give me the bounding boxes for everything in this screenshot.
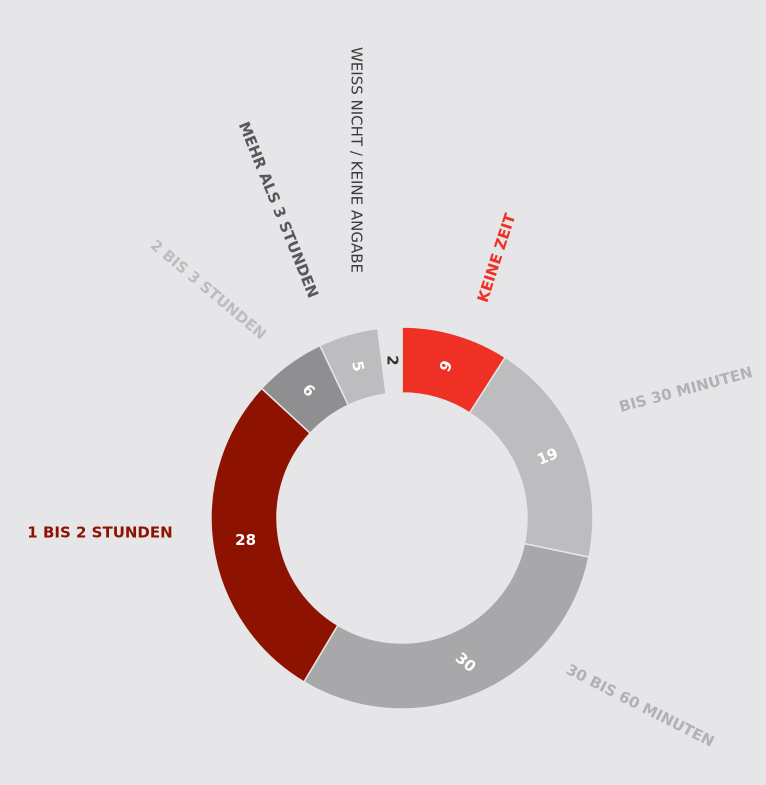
category-label: 30 BIS 60 MINUTEN (563, 660, 717, 750)
category-label: MEHR ALS 3 STUNDEN (235, 119, 322, 300)
value-label: 28 (235, 531, 256, 549)
category-label: 2 BIS 3 STUNDEN (147, 236, 270, 343)
donut-segment (302, 542, 590, 710)
value-label: 2 (383, 355, 401, 365)
category-label: KEINE ZEIT (474, 210, 520, 304)
category-label: 1 BIS 2 STUNDEN (27, 524, 172, 542)
donut-segment (376, 326, 403, 395)
category-label: WEISS NICHT / KEINE ANGABE (348, 47, 366, 273)
category-label: BIS 30 MINUTEN (617, 363, 754, 416)
donut-segment (210, 387, 339, 683)
value-label: 5 (348, 360, 368, 373)
donut-segment (468, 356, 594, 559)
